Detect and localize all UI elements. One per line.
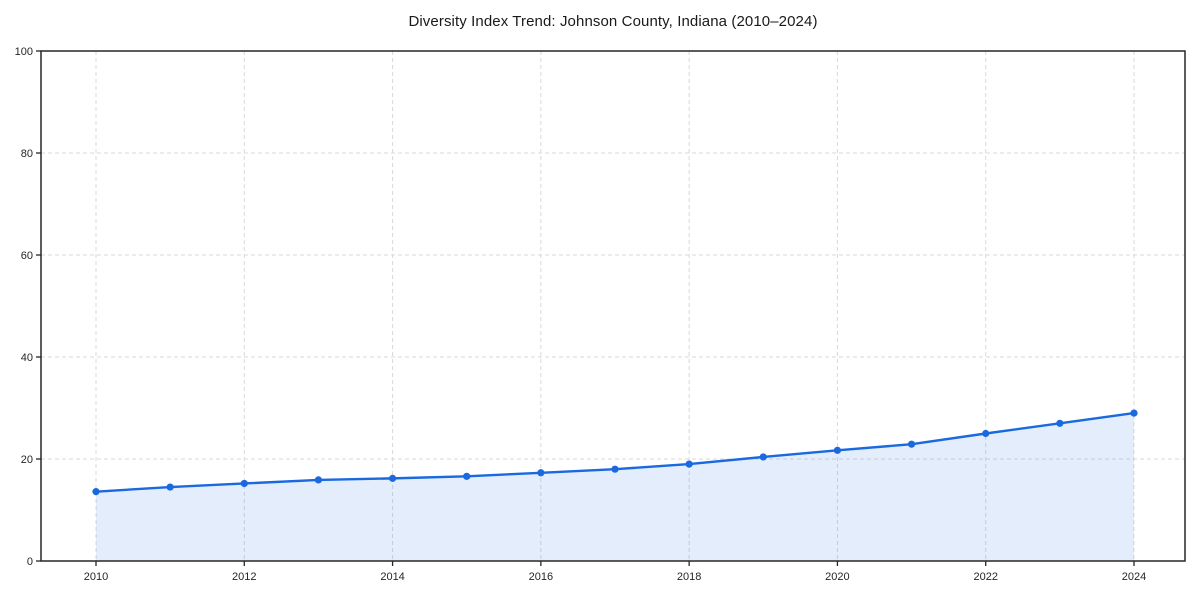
x-tick-label: 2014 [380, 571, 404, 583]
data-point [685, 460, 693, 468]
data-point [240, 479, 248, 488]
x-tick-label: 2020 [825, 571, 849, 583]
y-tick-label: 80 [21, 148, 33, 160]
chart-title: Diversity Index Trend: Johnson County, I… [408, 13, 818, 30]
data-point [166, 483, 174, 491]
y-tick-label: 60 [21, 250, 33, 262]
x-tick-label: 2012 [232, 571, 256, 583]
y-tick-label: 0 [27, 556, 33, 568]
x-tick-label: 2022 [973, 571, 997, 583]
data-point [92, 488, 100, 496]
data-point [907, 440, 916, 448]
data-point [314, 476, 323, 484]
data-point [1130, 409, 1138, 417]
x-tick-label: 2010 [84, 571, 108, 583]
plot-frame [40, 50, 1186, 562]
data-point [982, 429, 990, 438]
x-tick-label: 2024 [1122, 571, 1146, 583]
y-tick-label: 40 [21, 352, 33, 364]
data-point [537, 469, 545, 477]
data-point [759, 453, 767, 461]
data-point [388, 474, 397, 482]
x-tick-label: 2016 [529, 571, 553, 583]
y-tick-label: 100 [15, 46, 33, 58]
x-tick-label: 2018 [677, 571, 701, 583]
data-point [833, 446, 842, 454]
y-tick-label: 20 [21, 454, 33, 466]
data-point [1056, 419, 1064, 427]
data-point [463, 472, 471, 480]
data-point [611, 465, 619, 473]
area-fill [96, 413, 1134, 561]
